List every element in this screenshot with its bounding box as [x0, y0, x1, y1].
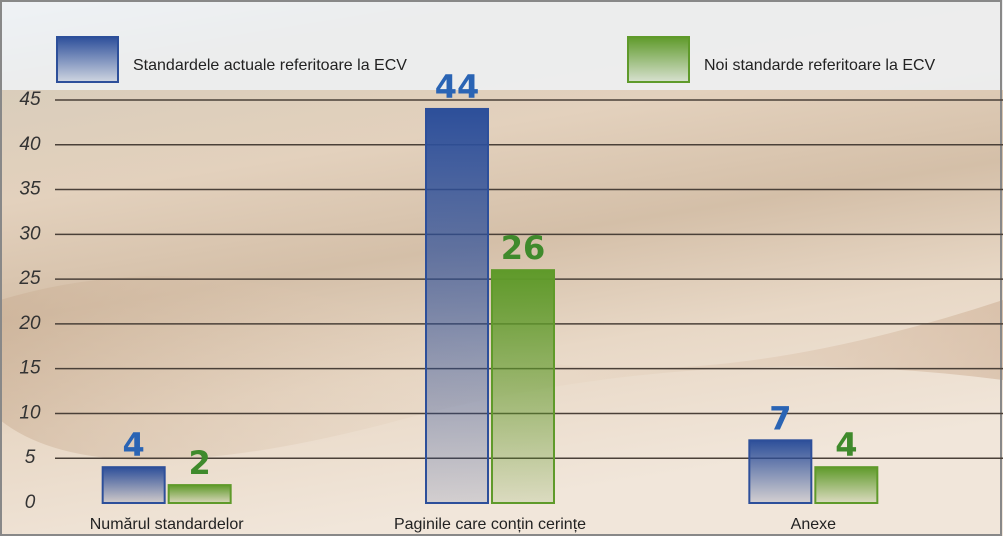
y-tick-label: 40: [19, 134, 41, 155]
value-label: 4: [835, 426, 857, 464]
value-label: 7: [769, 399, 791, 437]
y-tick-label: 10: [19, 402, 41, 423]
bar: [103, 467, 165, 503]
legend-swatch: [57, 37, 118, 82]
chart: Standardele actuale referitoare la ECV No…: [0, 0, 1003, 536]
sky: [0, 0, 1003, 90]
y-tick-label: 15: [19, 358, 41, 379]
x-tick-label: Paginile care conțin cerințe: [394, 516, 586, 533]
legend-label: Noi standarde referitoare la ECV: [704, 57, 936, 74]
y-tick-label: 25: [18, 268, 41, 289]
value-label: 26: [501, 229, 546, 267]
value-label: 2: [189, 444, 211, 482]
bar: [169, 485, 231, 503]
x-tick-label: Numărul standardelor: [90, 516, 245, 533]
y-tick-label: 35: [19, 179, 41, 200]
y-tick-label: 0: [25, 492, 36, 513]
legend-swatch: [628, 37, 689, 82]
y-tick-label: 20: [18, 313, 41, 334]
value-label: 4: [123, 426, 145, 464]
y-tick-label: 5: [25, 447, 36, 468]
y-tick-label: 45: [19, 89, 41, 110]
x-tick-label: Anexe: [791, 516, 836, 533]
value-label: 44: [435, 68, 480, 106]
bar: [426, 109, 488, 503]
legend-label: Standardele actuale referitoare la ECV: [133, 57, 407, 74]
bar: [815, 467, 877, 503]
bar: [492, 270, 554, 503]
y-tick-label: 30: [19, 223, 41, 244]
bar: [749, 440, 811, 503]
